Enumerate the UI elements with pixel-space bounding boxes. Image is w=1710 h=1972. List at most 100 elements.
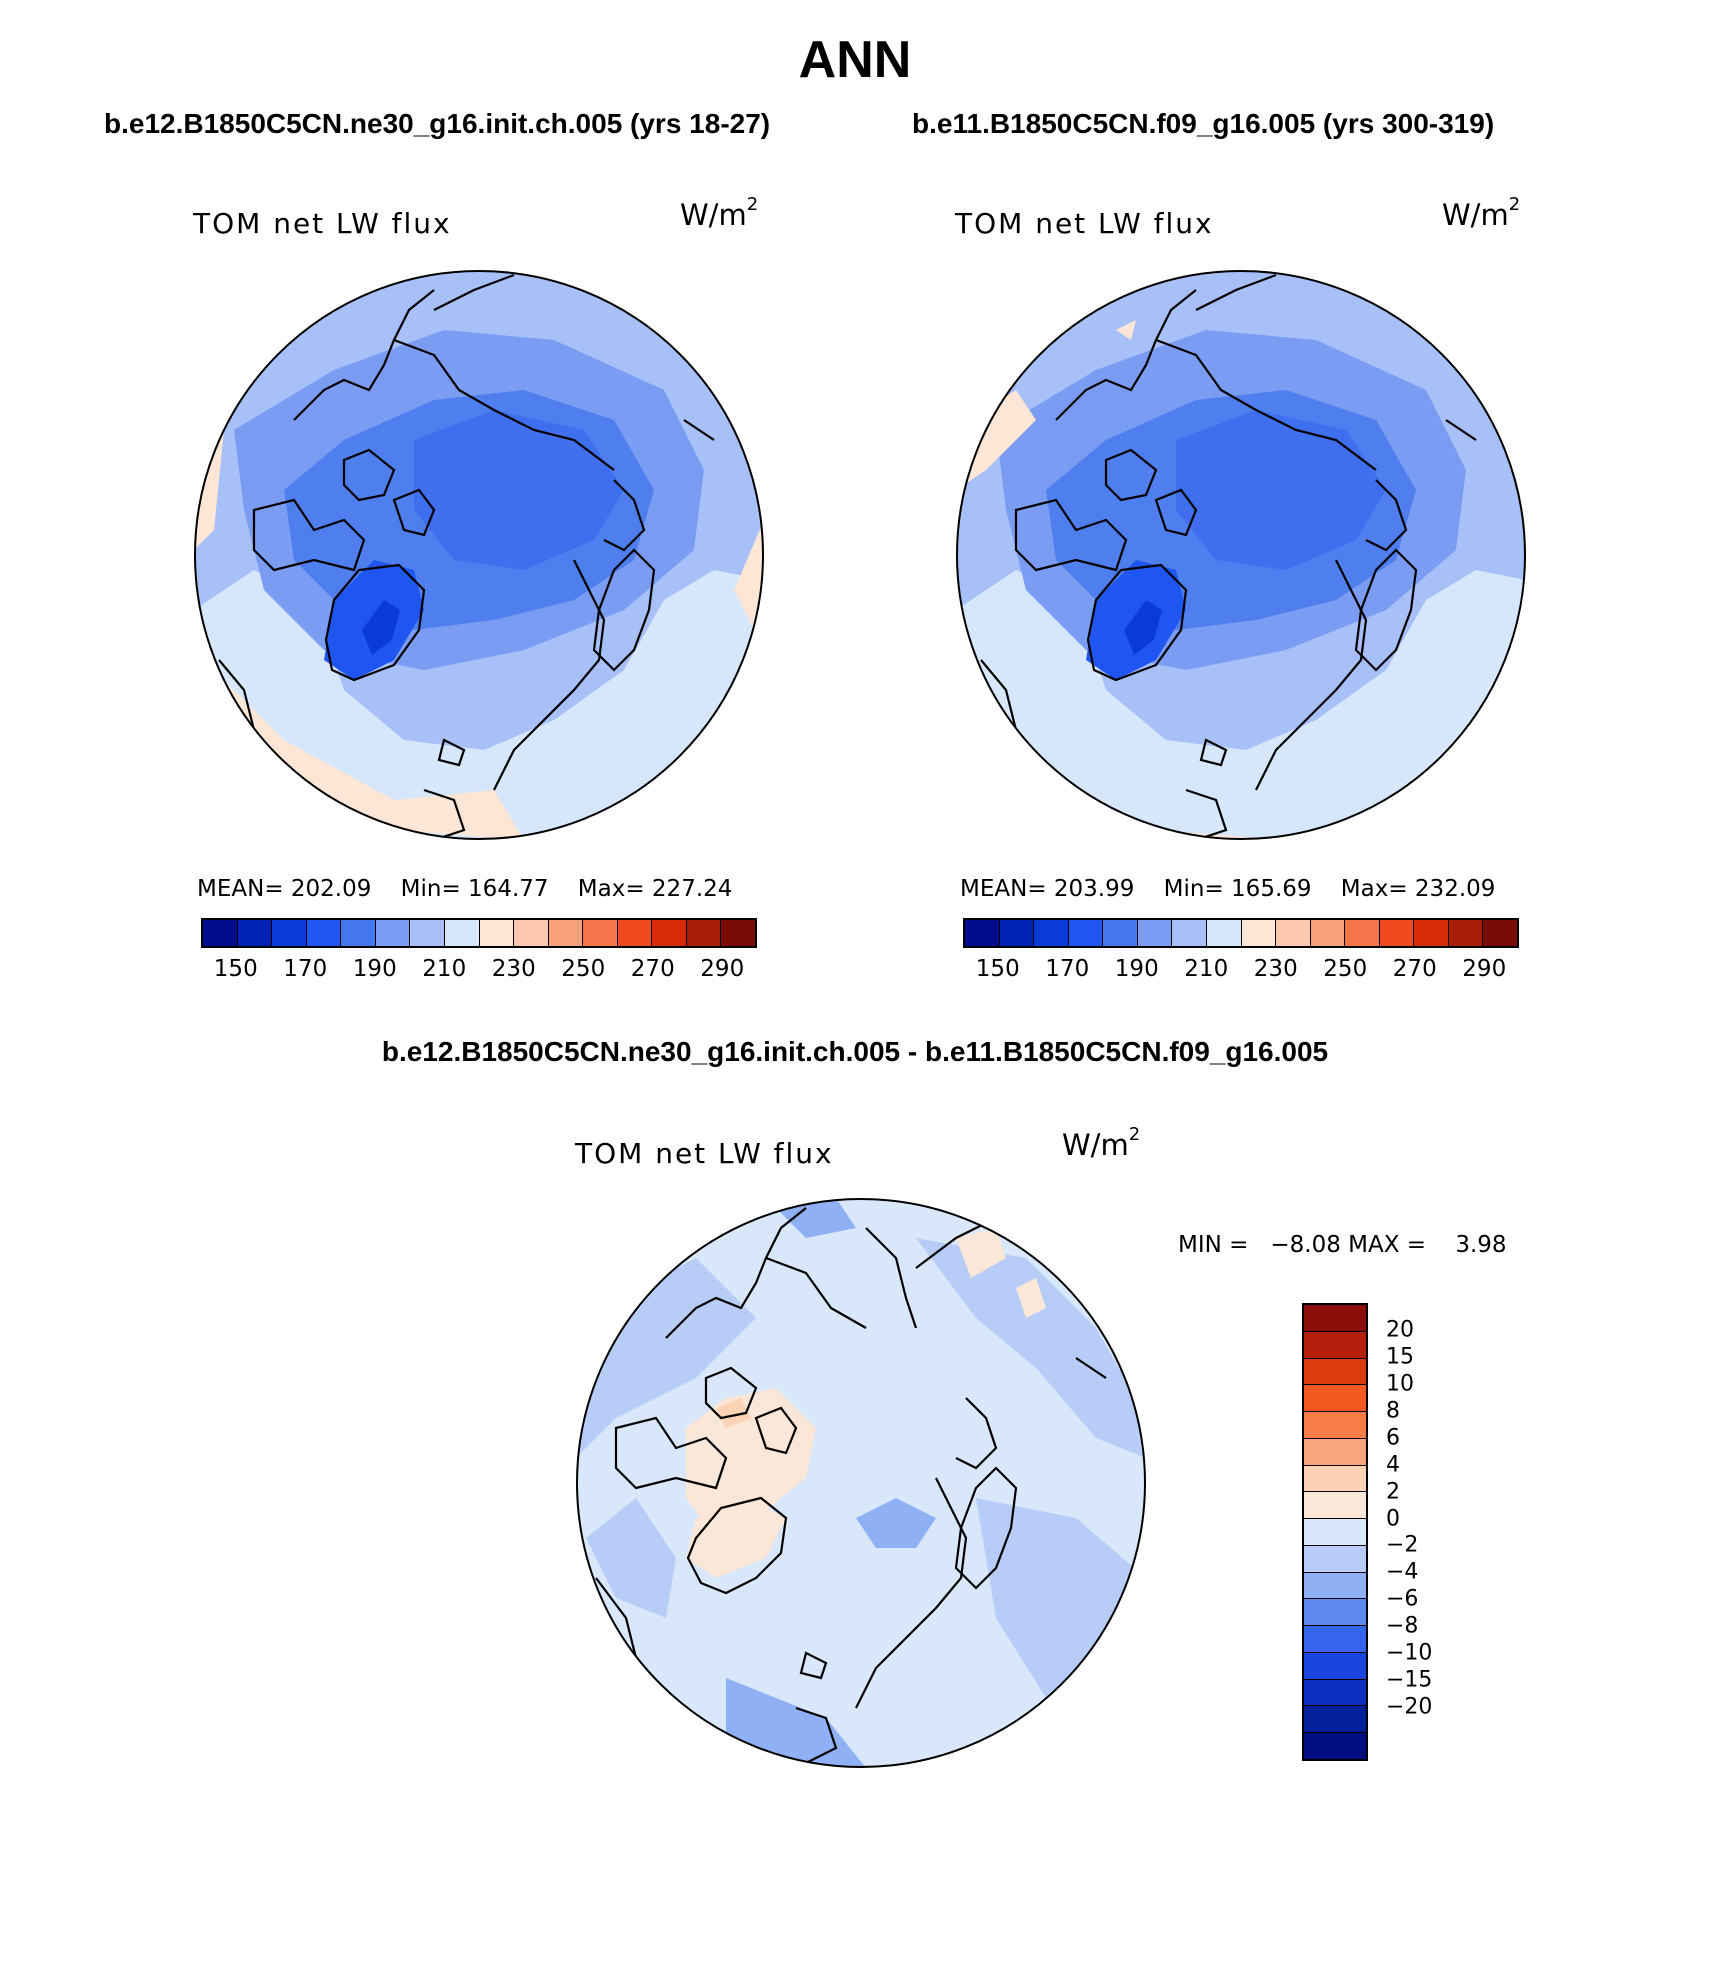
diff-panel-label: TOM net LW flux (575, 1137, 834, 1170)
left-colorbar-tick: 170 (283, 956, 328, 982)
right-colorbar-box (1103, 920, 1138, 946)
right-colorbar-box (1310, 920, 1346, 946)
right-colorbar-tick: 250 (1323, 956, 1368, 982)
diff-min-max: MIN = −8.08 MAX = 3.98 (1178, 1232, 1507, 1258)
left-colorbar-box (375, 920, 411, 946)
diff-colorbar-box (1304, 1331, 1366, 1359)
left-colorbar-tick: 210 (422, 956, 467, 982)
left-units: W/m2 (680, 194, 759, 232)
diff-colorbar-box (1304, 1412, 1366, 1439)
left-colorbar-box (479, 920, 515, 946)
right-colorbar-box (1448, 920, 1484, 946)
diff-colorbar-box (1304, 1679, 1366, 1707)
right-panel-label: TOM net LW flux (955, 207, 1214, 240)
left-colorbar-ticks: 150 170 190 210 230 250 270 290 (201, 956, 757, 986)
diff-colorbar-box (1304, 1599, 1366, 1627)
right-stats: MEAN= 203.99 Min= 165.69 Max= 232.09 (960, 876, 1496, 902)
diff-colorbar-tick: 2 (1386, 1479, 1400, 1505)
right-colorbar-box (1068, 920, 1104, 946)
diff-colorbar-box (1304, 1545, 1366, 1573)
diff-colorbar-box (1304, 1465, 1366, 1493)
left-colorbar-box (237, 920, 273, 946)
diff-colorbar-tick: 4 (1386, 1452, 1400, 1478)
diff-colorbar-tick: 15 (1386, 1344, 1414, 1370)
right-colorbar-tick: 290 (1462, 956, 1507, 982)
diff-polar-map (576, 1198, 1146, 1768)
diff-colorbar-tick: −15 (1386, 1667, 1433, 1693)
diff-colorbar-tick: −2 (1386, 1532, 1419, 1558)
left-colorbar (201, 918, 757, 948)
right-colorbar-tick: 270 (1392, 956, 1437, 982)
left-colorbar-box (272, 920, 307, 946)
right-colorbar-box (1172, 920, 1207, 946)
diff-colorbar-box (1304, 1438, 1366, 1466)
right-colorbar-tick: 210 (1184, 956, 1229, 982)
right-colorbar-box (1414, 920, 1449, 946)
left-colorbar-box (410, 920, 445, 946)
right-units: W/m2 (1442, 194, 1521, 232)
diff-colorbar-tick: 6 (1386, 1425, 1400, 1451)
right-colorbar-box (965, 920, 1000, 946)
right-colorbar-box (1379, 920, 1415, 946)
left-colorbar-box (203, 920, 238, 946)
diff-colorbar-tick: 8 (1386, 1398, 1400, 1424)
left-colorbar-box (652, 920, 687, 946)
right-colorbar-box (1137, 920, 1173, 946)
diff-colorbar-box (1304, 1652, 1366, 1680)
left-colorbar-tick: 250 (561, 956, 606, 982)
diff-colorbar-tick: −10 (1386, 1640, 1433, 1666)
diff-colorbar-tick: −6 (1386, 1586, 1419, 1612)
diff-colorbar-tick: 20 (1386, 1317, 1414, 1343)
diff-colorbar-box (1304, 1305, 1366, 1332)
left-colorbar-box (617, 920, 653, 946)
right-colorbar (963, 918, 1519, 948)
diff-colorbar-tick: −4 (1386, 1559, 1419, 1585)
left-polar-map (194, 270, 764, 840)
left-colorbar-tick: 150 (213, 956, 258, 982)
diff-colorbar-box (1304, 1519, 1366, 1546)
diff-colorbar-box (1304, 1626, 1366, 1653)
diff-colorbar-tick: −20 (1386, 1694, 1433, 1720)
diff-colorbar-tick: 0 (1386, 1506, 1400, 1532)
figure-title: ANN (798, 31, 912, 89)
left-colorbar-tick: 190 (352, 956, 397, 982)
case2-title: b.e11.B1850C5CN.f09_g16.005 (yrs 300-319… (912, 108, 1495, 139)
right-colorbar-box (999, 920, 1035, 946)
right-colorbar-tick: 170 (1045, 956, 1090, 982)
right-polar-map (956, 270, 1526, 840)
right-colorbar-box (1345, 920, 1380, 946)
right-colorbar-tick: 150 (975, 956, 1020, 982)
left-colorbar-box (514, 920, 549, 946)
left-colorbar-tick: 230 (491, 956, 536, 982)
left-colorbar-box (583, 920, 618, 946)
right-colorbar-tick: 230 (1253, 956, 1298, 982)
left-stats: MEAN= 202.09 Min= 164.77 Max= 227.24 (197, 876, 733, 902)
diff-colorbar-box (1304, 1385, 1366, 1413)
left-panel-label: TOM net LW flux (193, 207, 452, 240)
left-colorbar-tick: 270 (630, 956, 675, 982)
right-colorbar-tick: 190 (1114, 956, 1159, 982)
left-colorbar-box (548, 920, 584, 946)
right-colorbar-box (1276, 920, 1311, 946)
diff-colorbar-box (1304, 1706, 1366, 1734)
diff-colorbar-tick: −8 (1386, 1613, 1419, 1639)
diff-colorbar-ticks: 20 15 10 8 6 4 2 0 −2 −4 −6 −8 −10 −15 −20 (1386, 1303, 1466, 1761)
diff-colorbar-box (1304, 1572, 1366, 1600)
right-colorbar-box (1241, 920, 1277, 946)
diff-units: W/m2 (1062, 1124, 1141, 1162)
right-colorbar-box (1483, 920, 1517, 946)
right-colorbar-box (1206, 920, 1242, 946)
right-colorbar-box (1034, 920, 1069, 946)
left-colorbar-box (721, 920, 755, 946)
left-colorbar-box (686, 920, 722, 946)
diff-colorbar-box (1304, 1733, 1366, 1760)
left-colorbar-box (444, 920, 480, 946)
case1-title: b.e12.B1850C5CN.ne30_g16.init.ch.005 (yr… (104, 108, 771, 139)
left-colorbar-box (306, 920, 342, 946)
diff-colorbar-tick: 10 (1386, 1371, 1414, 1397)
right-colorbar-ticks: 150 170 190 210 230 250 270 290 (963, 956, 1519, 986)
diff-colorbar-box (1304, 1358, 1366, 1386)
diff-title: b.e12.B1850C5CN.ne30_g16.init.ch.005 - b… (381, 1036, 1329, 1067)
diff-colorbar (1302, 1303, 1368, 1761)
diff-colorbar-box (1304, 1492, 1366, 1520)
